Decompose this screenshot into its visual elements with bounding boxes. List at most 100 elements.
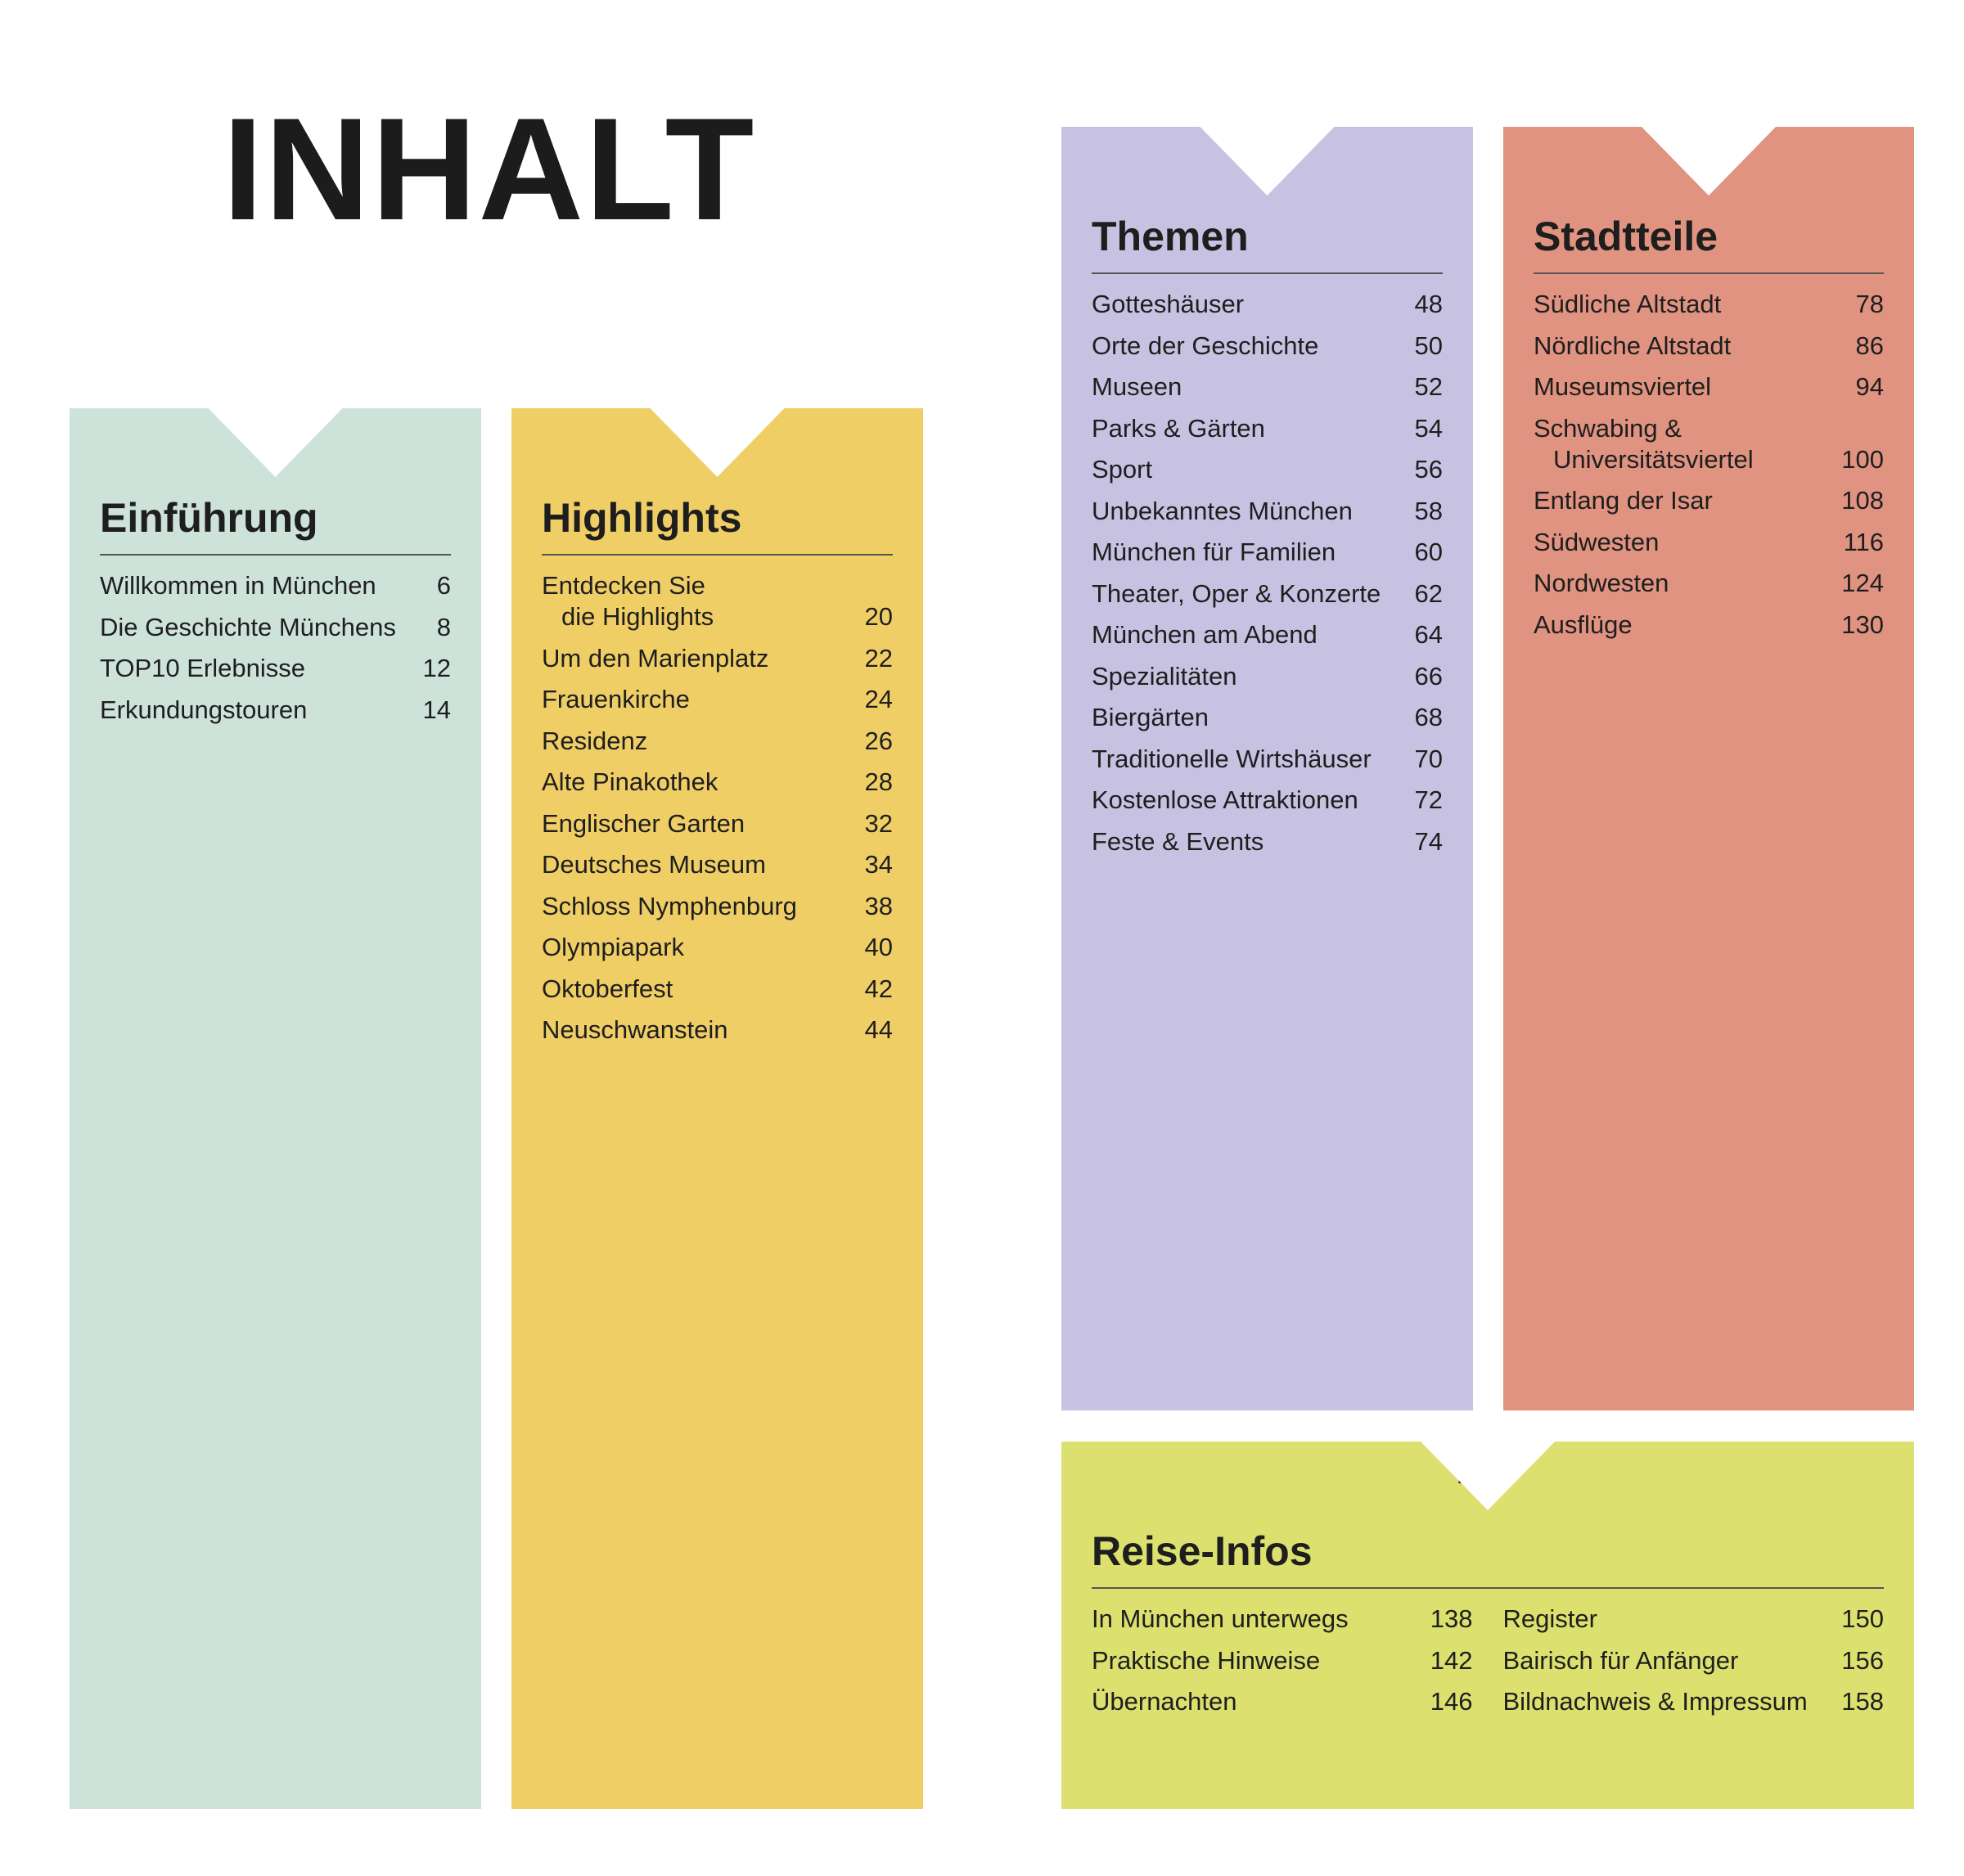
section-panel: 46 Themen Gotteshäuser 48 Orte der Geschicht… [1061, 127, 1473, 1410]
entry-page: 124 [1841, 569, 1884, 597]
entry-page: 158 [1841, 1687, 1884, 1716]
toc-entry: Südwesten 116 [1534, 527, 1884, 558]
entry-page: 68 [1414, 703, 1443, 731]
label-line: Südliche Altstadt [1534, 290, 1722, 318]
section-panel: 18 Highlights Entdecken Sie die Highlights 2… [511, 408, 923, 1809]
entry-label: Bildnachweis & Impressum [1503, 1686, 1808, 1717]
label-line: Südwesten [1534, 527, 1660, 556]
label-line: Übernachten [1092, 1687, 1237, 1716]
entry-columns: Gotteshäuser 48 Orte der Geschichte 50 Musee… [1092, 289, 1443, 867]
toc-entry: Kostenlose Attraktionen 72 [1092, 785, 1443, 816]
entry-page: 142 [1430, 1645, 1473, 1675]
label-line: Kostenlose Attraktionen [1092, 785, 1358, 814]
entry-label: Theater, Oper & Konzerte [1092, 578, 1381, 610]
toc-entry: Südliche Altstadt 78 [1534, 289, 1884, 320]
entry-page: 28 [864, 767, 893, 796]
entry-label: Erkundungstouren [100, 695, 307, 726]
entry-page: 44 [864, 1015, 893, 1044]
entry-label: Olympiapark [542, 932, 684, 963]
section-page: 18 [696, 416, 739, 458]
toc-entry: Sport 56 [1092, 454, 1443, 485]
entry-columns: In München unterwegs 138 Praktische Hinwei… [1092, 1604, 1884, 1728]
entry-page: 138 [1430, 1604, 1473, 1633]
toc-entry: In München unterwegs 138 [1092, 1604, 1473, 1635]
section-page: 4 [264, 416, 286, 458]
entry-label: Parks & Gärten [1092, 413, 1265, 444]
label-line: Orte der Geschichte [1092, 331, 1319, 360]
entry-label: Kostenlose Attraktionen [1092, 785, 1358, 816]
label-line: Biergärten [1092, 703, 1209, 731]
entry-page: 40 [864, 933, 893, 961]
section-page: 46 [1246, 134, 1289, 177]
entry-label: Feste & Events [1092, 826, 1264, 857]
label-line: Erkundungstouren [100, 695, 308, 724]
label-line: Frauenkirche [542, 685, 690, 713]
entry-page: 74 [1414, 826, 1443, 856]
entry-page: 78 [1855, 290, 1884, 318]
entry-page: 24 [864, 685, 893, 713]
toc-entry: Museen 52 [1092, 371, 1443, 403]
toc-entry: Museumsviertel 94 [1534, 371, 1884, 403]
entry-label: Deutsches Museum [542, 849, 766, 880]
entry-page: 60 [1414, 538, 1443, 566]
toc-entry: Register 150 [1503, 1604, 1885, 1635]
toc-entry: Schwabing & Universitätsviertel 100 [1534, 413, 1884, 475]
entry-label: Unbekanntes München [1092, 496, 1353, 527]
toc-entry: Oktoberfest 42 [542, 974, 893, 1005]
page-title: INHALT [223, 88, 756, 250]
label-line: Olympiapark [542, 933, 684, 961]
label-line: Residenz [542, 726, 648, 755]
toc-entry: Unbekanntes München 58 [1092, 496, 1443, 527]
entry-page: 42 [864, 974, 893, 1003]
toc-entry: Gotteshäuser 48 [1092, 289, 1443, 320]
toc-entry: Feste & Events 74 [1092, 826, 1443, 857]
entry-page: 48 [1414, 290, 1443, 318]
entry-page: 32 [864, 808, 893, 838]
label-line: Register [1502, 1604, 1597, 1633]
label-line: Die Geschichte Münchens [100, 612, 396, 641]
label-line: Spezialitäten [1092, 661, 1237, 691]
label-line: Theater, Oper & Konzerte [1092, 578, 1381, 608]
label-line: Schwabing & [1534, 413, 1682, 443]
label-line: Bildnachweis & Impressum [1502, 1687, 1808, 1716]
entry-page: 14 [422, 695, 451, 724]
toc-entry: Schloss Nymphenburg 38 [542, 891, 893, 922]
entry-label: Nördliche Altstadt [1534, 331, 1731, 362]
toc-entry: Bairisch für Anfänger 156 [1503, 1645, 1885, 1676]
toc-entry: Neuschwanstein 44 [542, 1014, 893, 1046]
entry-label: München am Abend [1092, 619, 1318, 650]
label-line: Deutsches Museum [542, 850, 766, 879]
entry-label: Um den Marienplatz [542, 643, 768, 674]
entry-label: München für Familien [1092, 537, 1336, 568]
entry-column: Südliche Altstadt 78 Nördliche Altstadt 86 M… [1534, 289, 1884, 650]
entry-page: 38 [864, 891, 893, 920]
label-line: Universitätsviertel [1553, 444, 1754, 474]
toc-entry: Biergärten 68 [1092, 702, 1443, 733]
toc-entry: Nordwesten 124 [1534, 568, 1884, 599]
entry-label: Alte Pinakothek [542, 767, 718, 798]
entry-column: Willkommen in München 6 Die Geschichte Mün… [100, 570, 451, 736]
section-title: Einführung [100, 493, 451, 556]
label-line: Willkommen in München [100, 571, 376, 600]
entry-page: 100 [1841, 444, 1884, 474]
entry-page: 54 [1414, 413, 1443, 443]
label-line: Alte Pinakothek [542, 767, 718, 796]
section-page: 136 [1456, 1449, 1520, 1491]
toc-entry: Alte Pinakothek 28 [542, 767, 893, 798]
toc-entry: Entdecken Sie die Highlights 20 [542, 570, 893, 632]
entry-page: 108 [1841, 486, 1884, 515]
entry-label: Entlang der Isar [1534, 485, 1713, 516]
label-line: die Highlights [561, 602, 714, 631]
toc-entry: Englischer Garten 32 [542, 808, 893, 839]
entry-page: 94 [1855, 372, 1884, 401]
entry-columns: Südliche Altstadt 78 Nördliche Altstadt 86 M… [1534, 289, 1884, 650]
entry-label: Nordwesten [1534, 568, 1669, 599]
entry-label: Sport [1092, 454, 1152, 485]
toc-entry: Entlang der Isar 108 [1534, 485, 1884, 516]
label-line: München am Abend [1092, 620, 1318, 649]
entry-columns: Entdecken Sie die Highlights 20 Um den Mari… [542, 570, 893, 1056]
entry-label: Oktoberfest [542, 974, 673, 1005]
entry-page: 50 [1414, 331, 1443, 360]
toc-entry: Spezialitäten 66 [1092, 661, 1443, 692]
